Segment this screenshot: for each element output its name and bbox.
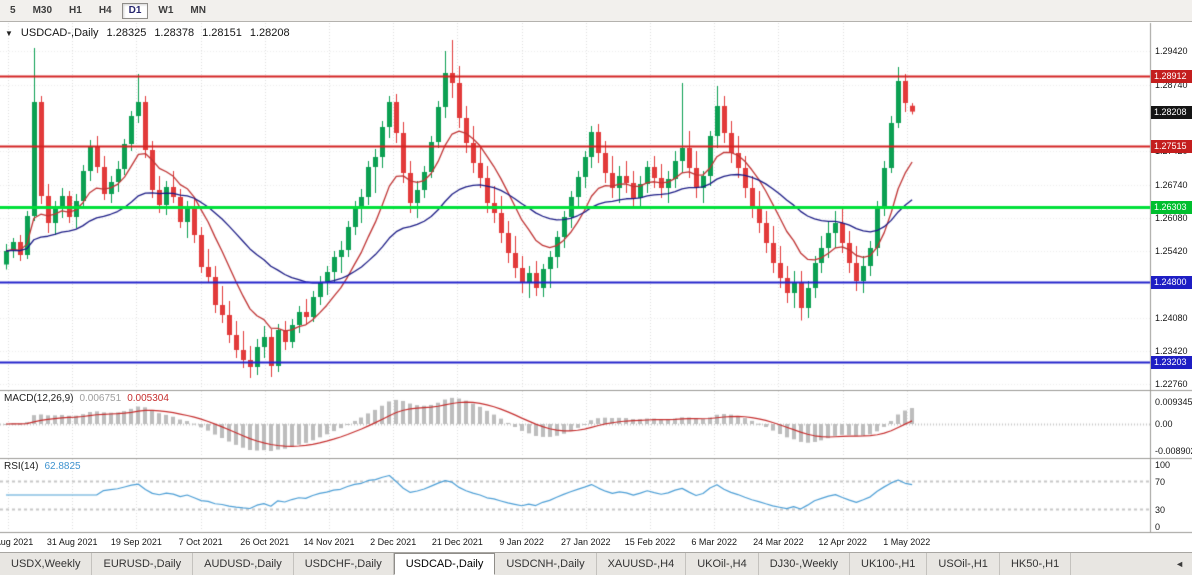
- symbol-tab-audusd[interactable]: AUDUSD-,Daily: [193, 553, 294, 575]
- symbol-tab-usdcad[interactable]: USDCAD-,Daily: [393, 553, 496, 575]
- timeframe-button-mn[interactable]: MN: [183, 3, 213, 19]
- symbol-tab-uk100[interactable]: UK100-,H1: [850, 553, 928, 575]
- timeframe-button-5[interactable]: 5: [3, 3, 23, 19]
- chart-symbol-label: USDCAD-,Daily: [20, 27, 99, 39]
- symbol-tab-eurusd[interactable]: EURUSD-,Daily: [92, 553, 194, 575]
- symbol-tab-usdcnh[interactable]: USDCNH-,Daily: [495, 553, 597, 575]
- timeframe-button-h1[interactable]: H1: [62, 3, 89, 19]
- timeframe-toolbar: 5 M30 H1 H4 D1 W1 MN: [0, 0, 1192, 22]
- timeframe-button-d1[interactable]: D1: [121, 2, 149, 19]
- symbol-tab-usdx[interactable]: USDX,Weekly: [0, 553, 93, 575]
- chart-open-value: 1.28325: [106, 27, 147, 39]
- symbol-tab-xauusd[interactable]: XAUUSD-,H4: [597, 553, 687, 575]
- chart-low-value: 1.28151: [202, 27, 242, 39]
- symbol-tab-dj30[interactable]: DJ30-,Weekly: [759, 553, 850, 575]
- chart-high-value: 1.28378: [154, 27, 195, 39]
- rsi-name: RSI(14): [4, 461, 39, 472]
- timeframe-button-h4[interactable]: H4: [92, 3, 119, 19]
- timeframe-button-m30[interactable]: M30: [26, 3, 59, 19]
- chart-title: ▼ USDCAD-,Daily 1.28325 1.28378 1.28151 …: [5, 27, 290, 39]
- rsi-value: 62.8825: [44, 461, 81, 472]
- timeframe-button-w1[interactable]: W1: [151, 3, 180, 19]
- symbol-tab-ukoil[interactable]: UKOil-,H4: [686, 553, 759, 575]
- macd-signal-value: 0.005304: [127, 393, 169, 404]
- macd-name: MACD(12,26,9): [4, 393, 74, 404]
- rsi-indicator-label: RSI(14) 62.8825: [4, 461, 81, 472]
- chart-collapse-arrow-icon[interactable]: ▼: [5, 28, 13, 38]
- macd-main-value: 0.006751: [79, 393, 122, 404]
- symbol-tab-hk50[interactable]: HK50-,H1: [1000, 553, 1072, 575]
- macd-indicator-label: MACD(12,26,9) 0.006751 0.005304: [4, 393, 169, 404]
- symbol-tab-usoil[interactable]: USOil-,H1: [927, 553, 1000, 575]
- symbol-tabbar: USDX,Weekly EURUSD-,Daily AUDUSD-,Daily USD…: [0, 552, 1192, 575]
- symbol-tab-usdchf[interactable]: USDCHF-,Daily: [294, 553, 394, 575]
- chart-close-value: 1.28208: [249, 27, 290, 39]
- tabs-scroll-left-icon[interactable]: ◄: [1175, 559, 1184, 569]
